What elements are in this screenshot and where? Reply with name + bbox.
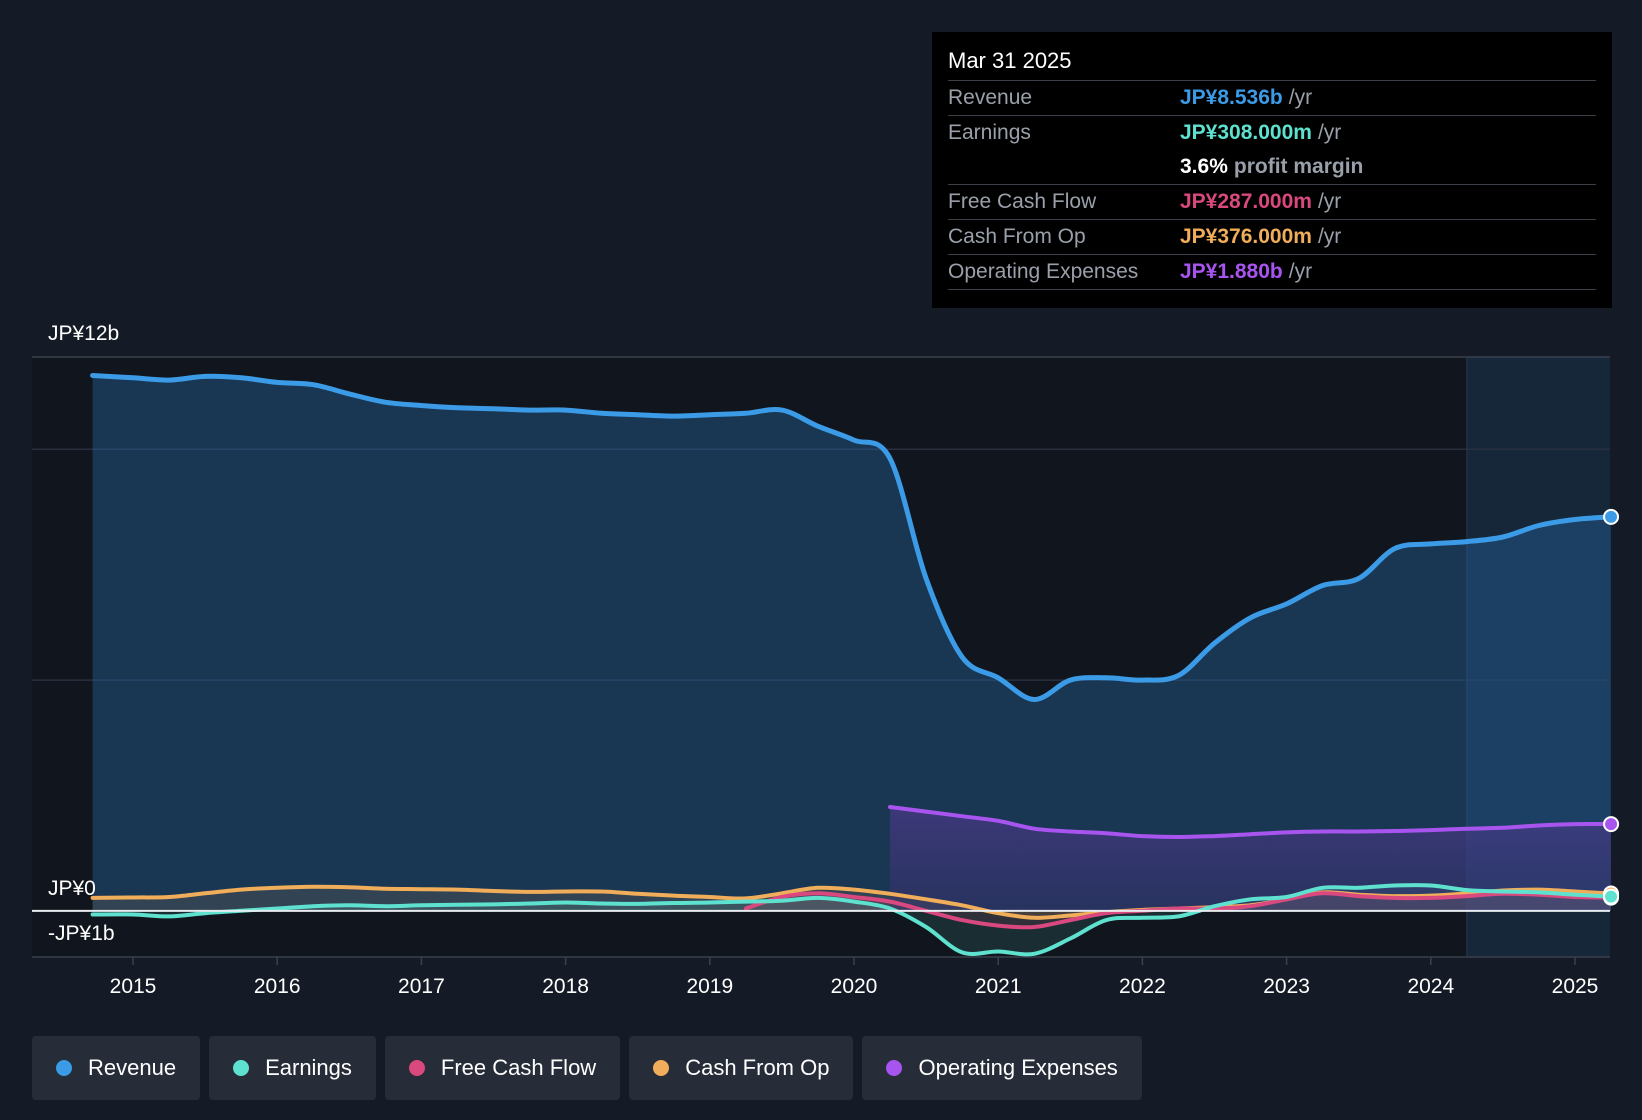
legend-label: Revenue <box>88 1055 177 1080</box>
line-free-cash-flow <box>743 891 1613 930</box>
tooltip-fcf-label: Free Cash Flow <box>948 190 1097 213</box>
legend-dot-free-cash-flow <box>408 1060 425 1076</box>
line-operating-expenses <box>888 805 1613 839</box>
legend-item-earnings[interactable]: Earnings <box>209 1036 376 1100</box>
legend-item-revenue[interactable]: Revenue <box>32 1036 201 1100</box>
x-tick-label: 2022 <box>1119 975 1166 998</box>
tooltip-revenue-value: JP¥8.536b <box>1180 86 1283 109</box>
x-tick-label: 2021 <box>975 975 1022 998</box>
tooltip-cfo-row: Cash From Op JP¥376.000m /yr <box>948 219 1596 254</box>
tooltip-revenue-row: Revenue JP¥8.536b /yr <box>948 80 1596 115</box>
tooltip-unit: /yr <box>1317 190 1342 213</box>
gridlines <box>32 356 1610 958</box>
x-tick-label: 2025 <box>1552 975 1599 998</box>
x-tick-label: 2020 <box>831 975 878 998</box>
tooltip-unit: /yr <box>1317 121 1342 144</box>
y-axis-bottom-label: -JP¥1b <box>48 922 115 945</box>
tooltip-fcf-row: Free Cash Flow JP¥287.000m /yr <box>948 184 1596 219</box>
legend: Revenue Earnings Free Cash Flow Cash Fro… <box>32 1036 1142 1100</box>
tooltip-cfo-value: JP¥376.000m <box>1180 225 1312 248</box>
tooltip: Mar 31 2025 Revenue JP¥8.536b /yr Earnin… <box>932 32 1612 308</box>
area-revenue <box>92 375 1612 911</box>
tooltip-unit: /yr <box>1317 225 1342 248</box>
y-axis-zero-label: JP¥0 <box>48 877 96 900</box>
end-dot-operating-expenses <box>1603 816 1620 833</box>
x-tick-label: 2019 <box>686 975 733 998</box>
tooltip-date: Mar 31 2025 <box>948 48 1072 73</box>
legend-dot-cash-from-op <box>653 1060 670 1076</box>
legend-label: Free Cash Flow <box>440 1055 597 1080</box>
end-dot-revenue <box>1603 508 1620 525</box>
x-tick-label: 2017 <box>398 975 445 998</box>
tooltip-unit: /yr <box>1288 86 1313 109</box>
end-dot-earnings <box>1603 888 1620 905</box>
legend-item-free-cash-flow[interactable]: Free Cash Flow <box>384 1036 621 1100</box>
legend-dot-revenue <box>56 1060 72 1076</box>
series-lines <box>90 373 1614 957</box>
tooltip-earnings-label: Earnings <box>948 121 1031 144</box>
legend-dot-earnings <box>233 1060 250 1076</box>
tooltip-opex-label: Operating Expenses <box>948 260 1139 283</box>
tooltip-divider <box>948 289 1596 290</box>
tooltip-margin-row: 3.6% profit margin <box>948 150 1596 184</box>
x-tick-label: 2015 <box>110 975 157 998</box>
tooltip-fcf-value: JP¥287.000m <box>1180 190 1312 213</box>
y-axis-top-label: JP¥12b <box>48 322 119 345</box>
line-revenue <box>90 373 1614 703</box>
x-tick-label: 2018 <box>542 975 589 998</box>
legend-dot-operating-expenses <box>886 1060 903 1076</box>
x-axis-ticks: 2015 2016 2017 2018 2019 2020 2021 2022 2023 2024… <box>110 957 1599 998</box>
tooltip-unit: /yr <box>1288 260 1313 283</box>
line-earnings <box>90 883 1613 957</box>
tooltip-revenue-label: Revenue <box>948 86 1033 109</box>
x-tick-label: 2024 <box>1407 975 1454 998</box>
legend-item-operating-expenses[interactable]: Operating Expenses <box>862 1036 1142 1100</box>
tooltip-profit-margin-text: profit margin <box>1233 155 1364 178</box>
legend-label: Cash From Op <box>685 1055 830 1080</box>
tooltip-opex-row: Operating Expenses JP¥1.880b /yr <box>948 254 1596 289</box>
tooltip-cfo-label: Cash From Op <box>948 225 1086 248</box>
legend-item-cash-from-op[interactable]: Cash From Op <box>629 1036 854 1100</box>
x-tick-label: 2016 <box>254 975 301 998</box>
legend-label: Earnings <box>265 1055 352 1080</box>
chart-area: 2015 2016 2017 2018 2019 2020 2021 2022 2023 2024… <box>32 322 1620 998</box>
legend-label: Operating Expenses <box>918 1055 1118 1080</box>
tooltip-profit-margin-value: 3.6% <box>1180 155 1228 178</box>
tooltip-opex-value: JP¥1.880b <box>1180 260 1283 283</box>
tooltip-earnings-value: JP¥308.000m <box>1180 121 1312 144</box>
tooltip-earnings-row: Earnings JP¥308.000m /yr <box>948 115 1596 150</box>
x-tick-label: 2023 <box>1263 975 1310 998</box>
end-dots <box>1603 508 1620 906</box>
